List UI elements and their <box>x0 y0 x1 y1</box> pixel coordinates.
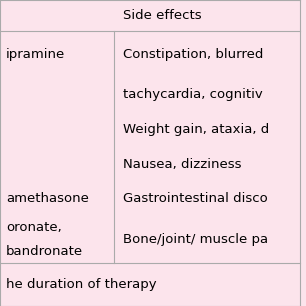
Text: Bone/joint/ muscle pa: Bone/joint/ muscle pa <box>123 233 268 246</box>
Text: tachycardia, cognitiv: tachycardia, cognitiv <box>123 88 263 101</box>
Text: bandronate: bandronate <box>6 245 83 258</box>
Text: Weight gain, ataxia, d: Weight gain, ataxia, d <box>123 123 269 136</box>
Text: amethasone: amethasone <box>6 192 89 205</box>
Text: Gastrointestinal disco: Gastrointestinal disco <box>123 192 268 205</box>
Text: Constipation, blurred: Constipation, blurred <box>123 47 263 61</box>
Text: Side effects: Side effects <box>123 9 201 22</box>
Text: he duration of therapy: he duration of therapy <box>6 278 157 291</box>
Text: oronate,: oronate, <box>6 222 62 234</box>
Text: Nausea, dizziness: Nausea, dizziness <box>123 158 241 171</box>
Text: ipramine: ipramine <box>6 47 65 61</box>
